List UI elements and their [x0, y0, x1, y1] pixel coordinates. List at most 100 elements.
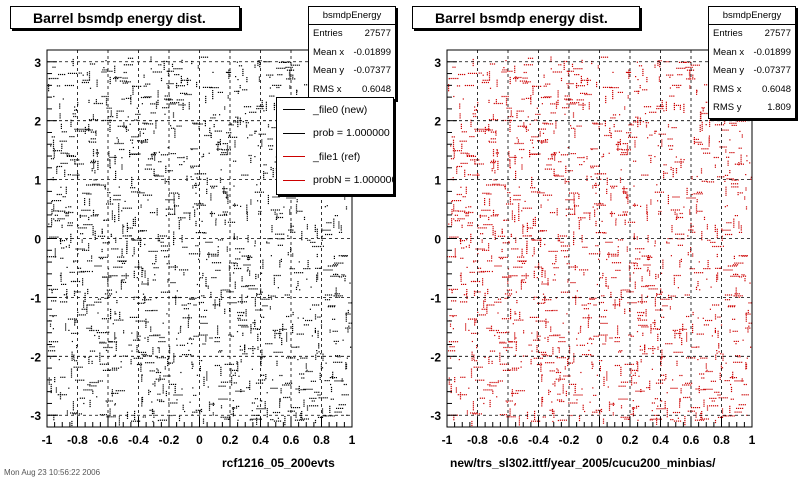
- data-point: [143, 320, 145, 322]
- data-point: [84, 356, 86, 358]
- data-point: [218, 398, 220, 400]
- data-point: [214, 303, 216, 305]
- data-point: [60, 376, 62, 378]
- data-point: [345, 320, 347, 322]
- data-point: [560, 175, 562, 177]
- data-point: [80, 72, 82, 74]
- data-point: [232, 400, 234, 402]
- data-point: [330, 383, 332, 386]
- data-point: [92, 230, 94, 232]
- data-point: [511, 346, 513, 349]
- data-point: [307, 388, 309, 390]
- data-point: [72, 211, 74, 214]
- data-point: [78, 280, 81, 283]
- data-point: [249, 419, 251, 421]
- data-point: [258, 60, 260, 62]
- data-point: [68, 155, 70, 157]
- data-point: [191, 148, 193, 151]
- data-point: [183, 79, 185, 81]
- data-point: [332, 371, 334, 373]
- data-point: [305, 363, 307, 365]
- data-point: [310, 286, 312, 288]
- data-point: [119, 317, 121, 319]
- data-point: [316, 236, 318, 238]
- data-point: [657, 309, 659, 311]
- data-point: [70, 155, 72, 157]
- data-point: [194, 411, 196, 413]
- data-point: [176, 86, 178, 89]
- data-point: [235, 302, 237, 304]
- data-point: [682, 327, 684, 329]
- data-point: [176, 296, 178, 299]
- data-point: [196, 177, 198, 179]
- data-point: [315, 405, 317, 407]
- data-point: [206, 377, 208, 379]
- data-point: [746, 414, 748, 416]
- data-point: [337, 361, 339, 363]
- data-point: [254, 66, 256, 68]
- data-point: [174, 130, 176, 132]
- data-point: [335, 273, 337, 275]
- data-point: [738, 227, 740, 229]
- data-point: [67, 318, 70, 320]
- data-point: [213, 124, 215, 126]
- data-point: [316, 230, 318, 232]
- data-point: [708, 137, 710, 139]
- data-point: [107, 282, 109, 284]
- data-point: [267, 194, 269, 197]
- data-point: [151, 401, 153, 403]
- data-point: [348, 322, 350, 324]
- data-point: [582, 106, 584, 108]
- data-point: [110, 314, 112, 317]
- data-point: [135, 420, 137, 422]
- data-point: [221, 91, 223, 93]
- data-point: [91, 304, 93, 306]
- data-point: [342, 407, 344, 409]
- data-point: [223, 186, 225, 188]
- data-point: [189, 218, 191, 220]
- data-point: [205, 340, 207, 342]
- data-point: [213, 255, 215, 257]
- data-point: [152, 309, 154, 312]
- data-point: [65, 192, 67, 194]
- data-point: [246, 81, 248, 83]
- data-point: [329, 265, 331, 267]
- data-point: [332, 330, 334, 332]
- data-point: [98, 265, 100, 267]
- data-point: [244, 353, 246, 355]
- data-point: [115, 347, 117, 349]
- data-point: [208, 134, 210, 137]
- data-point: [231, 378, 233, 380]
- data-point: [684, 61, 687, 63]
- data-point: [52, 147, 55, 149]
- data-point: [88, 193, 90, 195]
- data-point: [165, 215, 167, 217]
- data-point: [181, 344, 183, 346]
- data-point: [177, 85, 179, 87]
- data-point: [118, 319, 120, 321]
- data-point: [222, 214, 224, 216]
- data-point: [144, 295, 146, 298]
- data-point: [258, 210, 260, 213]
- data-point: [256, 108, 258, 110]
- data-point: [317, 334, 319, 336]
- data-point: [240, 205, 242, 207]
- data-point: [318, 391, 320, 393]
- data-point: [146, 164, 148, 166]
- data-point: [130, 187, 132, 189]
- data-point: [139, 335, 141, 337]
- data-point: [119, 311, 121, 313]
- data-point: [58, 359, 60, 361]
- data-point: [106, 416, 108, 418]
- data-point: [245, 122, 247, 124]
- data-point: [518, 205, 520, 207]
- data-point: [239, 319, 242, 321]
- data-point: [289, 87, 291, 89]
- data-point: [254, 132, 256, 134]
- data-point: [186, 92, 188, 94]
- data-point: [109, 124, 111, 126]
- data-point: [539, 302, 541, 304]
- data-point: [257, 382, 260, 384]
- data-point: [276, 332, 278, 335]
- data-point: [200, 334, 202, 336]
